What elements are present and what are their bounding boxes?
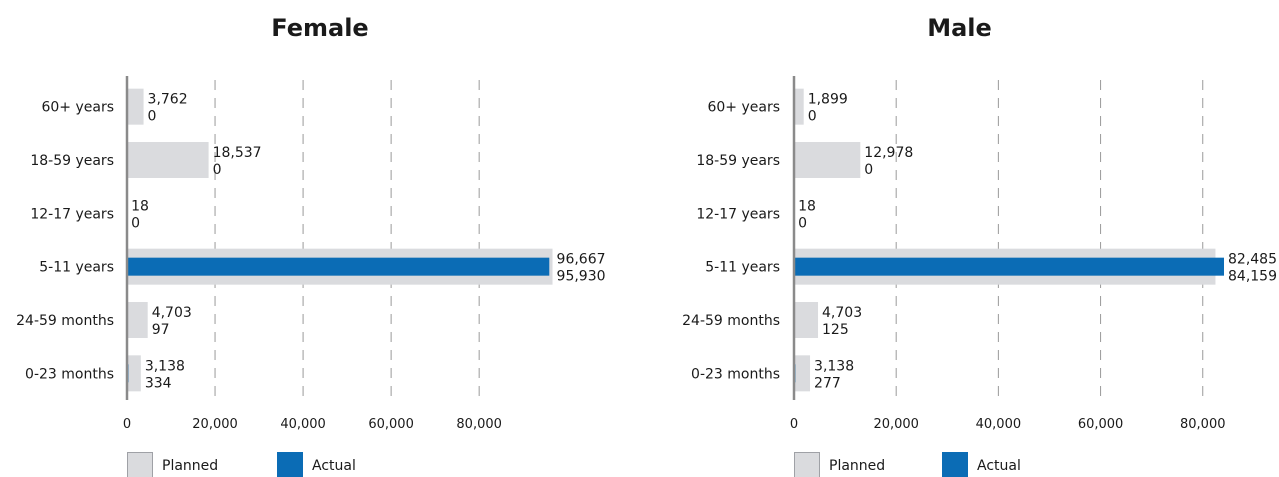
x-tick-label: 20,000	[873, 417, 919, 432]
data-label-actual: 0	[864, 162, 873, 178]
data-label-actual: 0	[798, 215, 807, 231]
chart-title: Male	[927, 14, 992, 42]
male-chart-panel: Male 60+ years 1,899 0 18-59 years 12,978 0 12…	[640, 0, 1279, 477]
category-label: 12-17 years	[30, 206, 114, 222]
data-label-planned: 3,762	[148, 92, 188, 108]
chart-legend: Planned Actual	[794, 452, 1094, 477]
x-tick-label: 20,000	[192, 417, 238, 432]
data-label-actual: 0	[148, 109, 157, 125]
bar-actual-5-11-years	[127, 257, 550, 276]
legend-swatch-planned	[127, 452, 153, 477]
category-label: 60+ years	[41, 100, 114, 116]
x-tick-label: 0	[123, 417, 131, 432]
legend-label-actual: Actual	[312, 458, 356, 474]
data-label-actual: 0	[213, 162, 222, 178]
data-label-planned: 18,537	[213, 145, 262, 161]
chart-legend: Planned Actual	[127, 452, 427, 477]
legend-label-planned: Planned	[829, 458, 886, 474]
x-tick-label: 0	[790, 417, 798, 432]
x-tick-label: 60,000	[368, 417, 414, 432]
bar-planned-0-23-months	[794, 355, 811, 392]
bar-planned-18-59-years	[127, 142, 209, 178]
bar-planned-0-23-months	[127, 355, 141, 392]
category-label: 24-59 months	[16, 313, 114, 329]
category-label: 12-17 years	[696, 206, 780, 222]
data-label-planned: 1,899	[808, 92, 848, 108]
x-tick-label: 80,000	[456, 417, 502, 432]
female-chart-panel: Female 60+ years 3,762 0 18-59 years 18,537 0…	[16, 14, 606, 477]
data-label-actual: 0	[131, 215, 140, 231]
legend-swatch-actual	[942, 452, 968, 477]
data-label-planned: 4,703	[822, 305, 862, 321]
legend-swatch-planned	[794, 452, 820, 477]
legend-swatch-actual	[277, 452, 303, 477]
data-label-planned: 18	[131, 198, 149, 214]
data-label-planned: 82,485	[1228, 252, 1277, 268]
category-label: 5-11 years	[39, 260, 114, 276]
bar-planned-18-59-years	[794, 142, 861, 178]
data-label-actual: 125	[822, 322, 849, 338]
category-label: 0-23 months	[25, 366, 114, 382]
data-label-actual: 334	[145, 375, 172, 391]
x-tick-label: 80,000	[1180, 417, 1226, 432]
bar-planned-60-years	[127, 88, 144, 125]
category-label: 0-23 months	[691, 366, 780, 382]
data-label-planned: 4,703	[152, 305, 192, 321]
bar-planned-24-59-months	[127, 302, 148, 338]
data-label-actual: 97	[152, 322, 170, 338]
data-label-actual: 95,930	[557, 269, 606, 285]
data-label-planned: 3,138	[814, 358, 854, 374]
data-label-planned: 3,138	[145, 358, 185, 374]
legend-label-planned: Planned	[162, 458, 219, 474]
bar-planned-24-59-months	[794, 302, 819, 338]
data-label-actual: 277	[814, 375, 841, 391]
data-label-planned: 96,667	[557, 252, 606, 268]
data-label-planned: 12,978	[864, 145, 913, 161]
data-label-planned: 18	[798, 198, 816, 214]
x-tick-label: 60,000	[1078, 417, 1124, 432]
data-label-actual: 0	[808, 109, 817, 125]
category-label: 60+ years	[707, 100, 780, 116]
chart-title: Female	[271, 14, 369, 42]
category-label: 18-59 years	[696, 153, 780, 169]
x-tick-label: 40,000	[976, 417, 1022, 432]
bar-actual-5-11-years	[794, 257, 1224, 276]
legend-label-actual: Actual	[977, 458, 1021, 474]
category-label: 24-59 months	[682, 313, 780, 329]
category-label: 5-11 years	[705, 260, 780, 276]
bar-planned-60-years	[794, 88, 804, 125]
x-tick-label: 40,000	[280, 417, 326, 432]
category-label: 18-59 years	[30, 153, 114, 169]
data-label-actual: 84,159	[1228, 269, 1277, 285]
